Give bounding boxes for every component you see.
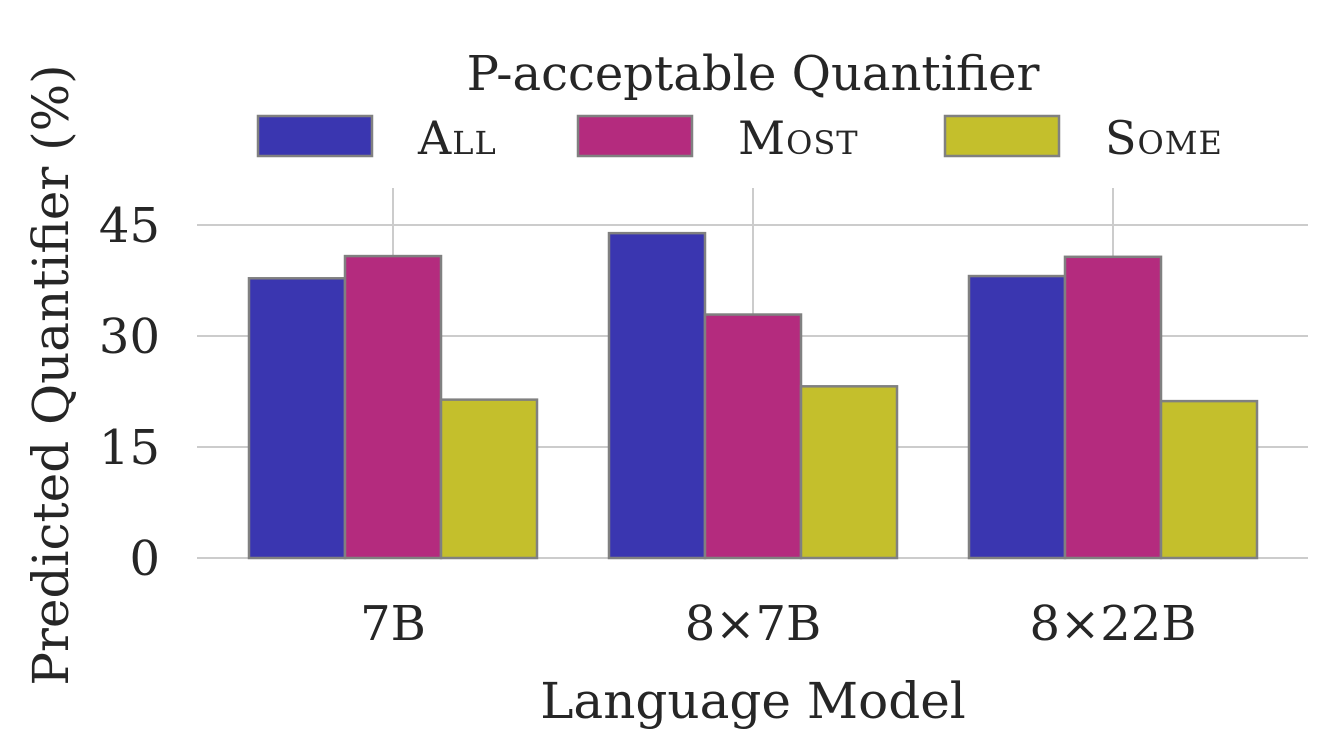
bar-most-2: [703, 313, 803, 560]
y-axis-label: Predicted Quantifier (%): [22, 64, 80, 685]
bars: [247, 231, 1259, 560]
bar-some-3: [1159, 399, 1259, 560]
legend-label-some: Some: [1105, 111, 1223, 165]
legend-label-most: Most: [738, 111, 859, 165]
y-tick-label: 45: [99, 198, 160, 254]
bar-most-3: [1063, 255, 1163, 560]
bar-all-2: [607, 231, 707, 560]
x-tick-label: 8×22B: [1029, 596, 1196, 652]
y-tick-label: 0: [129, 531, 160, 587]
legend-swatch-all: [256, 114, 374, 158]
x-axis-label: Language Model: [540, 672, 966, 730]
y-tick-label: 30: [99, 309, 160, 365]
bar-most-1: [343, 254, 443, 560]
y-tick-label: 15: [99, 420, 160, 476]
bar-some-1: [439, 398, 539, 560]
bar-some-2: [799, 385, 899, 560]
x-tick-label: 7B: [360, 596, 426, 652]
legend: P-acceptable Quantifier All Most Some: [256, 46, 1223, 165]
legend-swatch-some: [943, 114, 1061, 158]
tick-labels: 0 15 30 45 7B 8×7B 8×22B: [99, 198, 1197, 652]
bar-all-3: [967, 274, 1067, 560]
legend-swatch-most: [576, 114, 694, 158]
bar-all-1: [247, 277, 347, 560]
legend-title: P-acceptable Quantifier: [467, 46, 1040, 102]
x-tick-label: 8×7B: [685, 596, 822, 652]
legend-label-all: All: [417, 111, 497, 165]
